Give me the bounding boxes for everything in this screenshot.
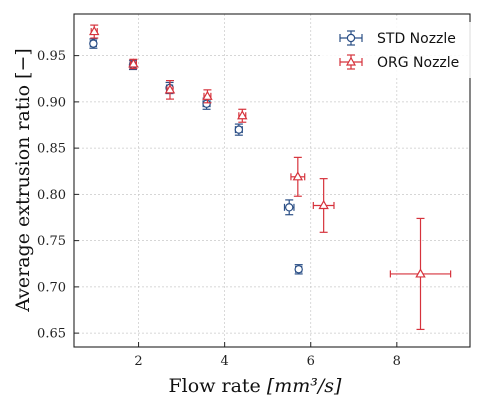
triangle-marker — [164, 84, 176, 94]
triangle-marker — [202, 90, 213, 100]
y-tick-label: 0.65 — [37, 327, 66, 342]
triangle-marker — [318, 199, 329, 210]
data-point — [294, 264, 303, 275]
x-axis-title-unit: [mm³/s] — [267, 375, 342, 397]
data-point — [237, 108, 248, 123]
data-point — [202, 97, 211, 110]
triangle-marker — [88, 25, 100, 36]
y-tick-label: 0.70 — [37, 280, 66, 295]
legend-label-org: ORG Nozzle — [377, 55, 459, 71]
y-axis-ticks: 0.65 0.70 0.75 0.80 0.85 0.90 0.95 — [37, 49, 79, 342]
circle-marker — [89, 39, 98, 48]
x-tick-label: 8 — [393, 354, 401, 369]
legend-label-std: STD Nozzle — [377, 31, 456, 47]
x-axis-title: Flow rate [mm³/s] — [169, 375, 343, 397]
data-point — [234, 123, 244, 136]
triangle-marker — [237, 110, 248, 120]
x-axis-ticks: 2 4 6 8 — [134, 342, 401, 369]
data-point — [312, 178, 335, 233]
y-tick-label: 0.85 — [37, 142, 66, 157]
data-point — [290, 156, 306, 197]
circle-marker — [294, 265, 303, 274]
plot-frame — [73, 13, 471, 348]
circle-marker — [234, 125, 244, 134]
legend: STD Nozzle ORG Nozzle — [322, 22, 475, 78]
data-point — [88, 24, 100, 39]
circle-marker — [285, 203, 294, 212]
legend-marker-org — [339, 54, 363, 70]
legend-entry-std: STD Nozzle — [339, 30, 456, 47]
y-tick-label: 0.80 — [37, 188, 66, 203]
x-axis-title-label: Flow rate — [169, 375, 261, 397]
legend-entry-org: ORG Nozzle — [339, 54, 459, 71]
data-point — [389, 217, 452, 331]
triangle-marker — [415, 268, 426, 278]
series-org — [88, 24, 452, 331]
y-tick-label: 0.75 — [37, 234, 66, 249]
circle-marker — [202, 99, 211, 108]
data-point — [128, 58, 139, 70]
x-tick-label: 4 — [221, 354, 229, 369]
x-tick-label: 2 — [134, 354, 142, 369]
y-tick-label: 0.95 — [37, 49, 66, 64]
y-axis-title: Average extrusion ratio [−] — [12, 48, 34, 313]
data-point — [202, 89, 213, 104]
y-tick-label: 0.90 — [37, 95, 66, 110]
triangle-marker — [128, 58, 139, 68]
y-axis-title-label: Average extrusion ratio [−] — [12, 48, 34, 313]
data-point — [89, 38, 98, 49]
legend-marker-std — [339, 30, 363, 46]
triangle-marker — [292, 171, 304, 181]
series-layer — [88, 24, 452, 331]
data-point — [164, 79, 176, 100]
x-tick-label: 6 — [307, 354, 315, 369]
data-point — [283, 199, 295, 216]
